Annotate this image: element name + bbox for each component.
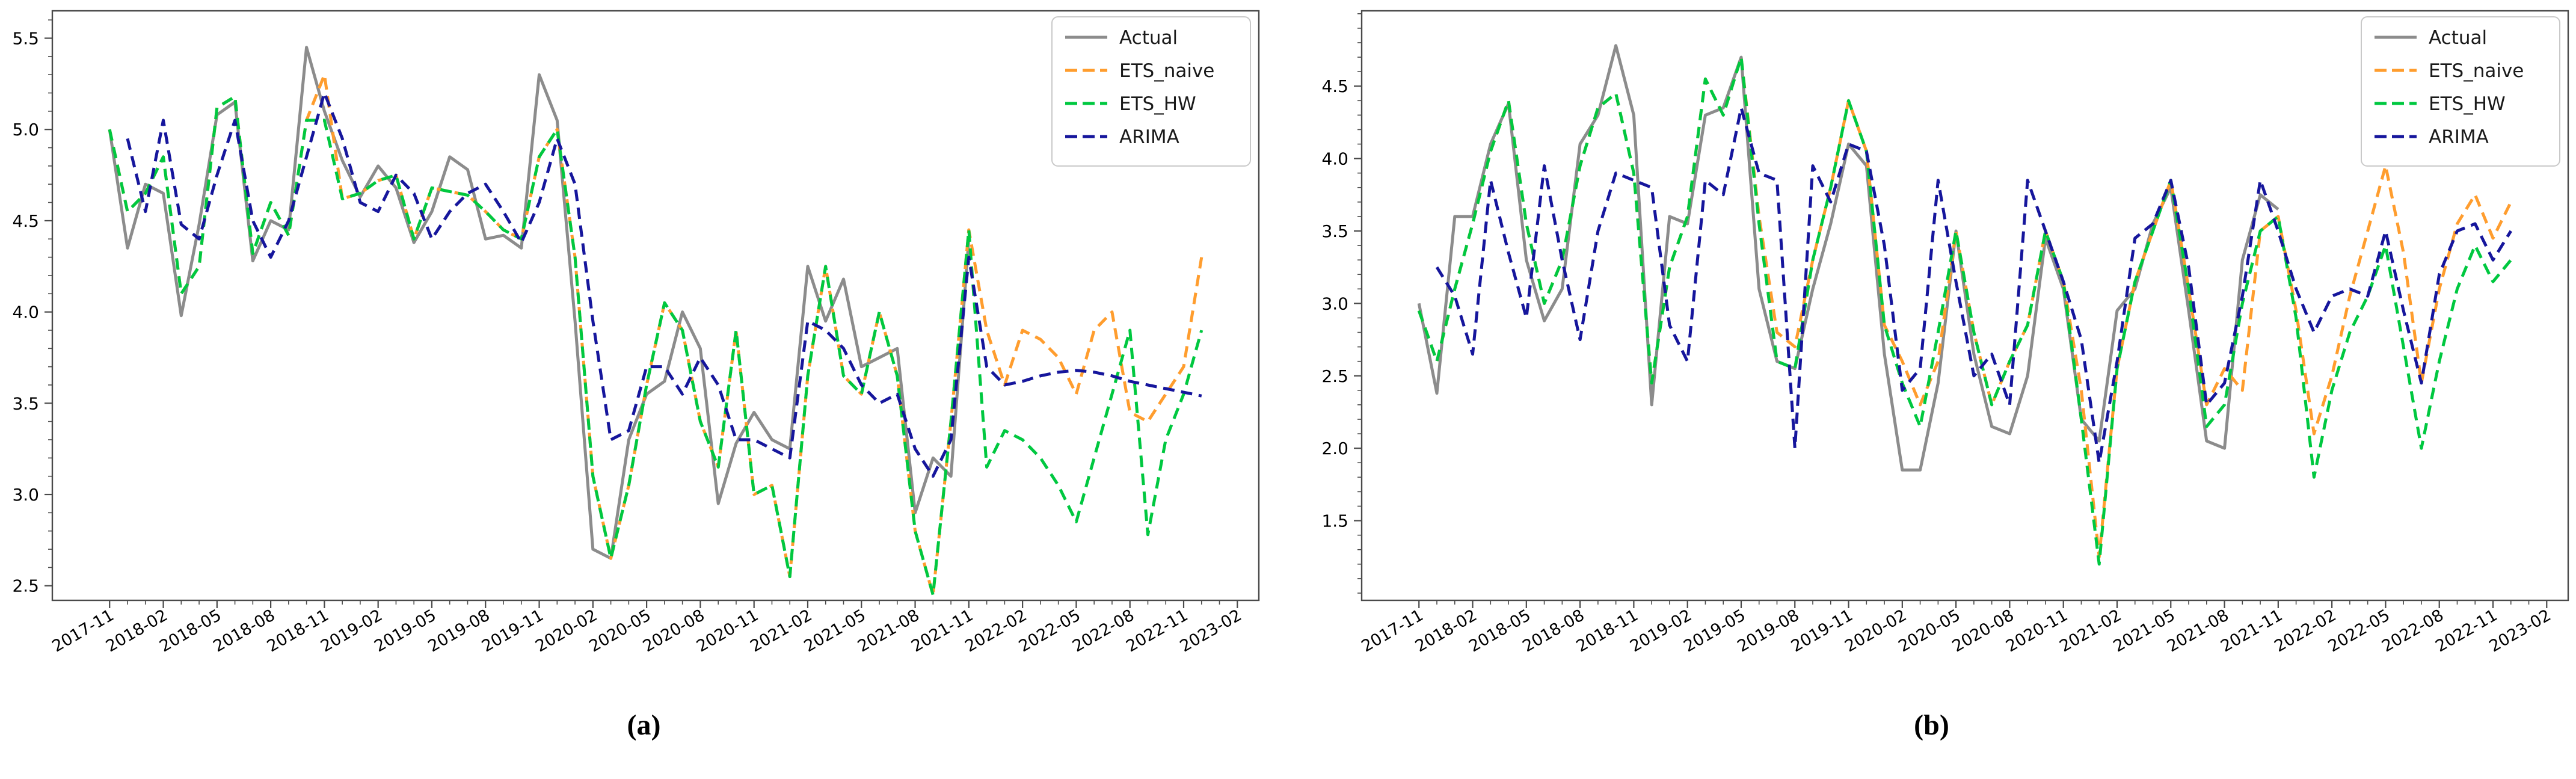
x-tick-label: 2021-05	[801, 606, 869, 656]
series-line-Actual	[1417, 44, 2279, 472]
legend: Actual ETS_naive ETS_HW ARIMA	[2361, 16, 2560, 167]
y-tick-label: 4.5	[12, 211, 39, 231]
series-line-ETS_HW	[108, 95, 1203, 597]
x-tick-label: 2018-11	[1573, 606, 1641, 656]
x-tick-label: 2020-05	[586, 606, 654, 656]
series-line-ARIMA	[1435, 106, 2512, 464]
y-tick-label: 2.0	[1321, 439, 1348, 458]
x-tick-label: 2022-11	[1123, 606, 1191, 656]
x-tick-label: 2018-11	[264, 606, 332, 656]
series-line-ARIMA	[126, 91, 1202, 478]
x-tick-label: 2023-02	[1177, 606, 1245, 656]
x-tick-label: 2019-08	[425, 606, 493, 656]
x-axis: 2017-112018-022018-052018-082018-112019-…	[1359, 600, 2554, 656]
x-tick-label: 2019-11	[479, 606, 547, 656]
x-tick-label: 2022-05	[1016, 606, 1084, 656]
line-chart-b: 2017-112018-022018-052018-082018-112019-…	[1321, 10, 2569, 656]
x-tick-label: 2020-11	[2003, 606, 2071, 656]
y-tick-label: 2.5	[1321, 366, 1348, 386]
x-tick-label: 2018-05	[1466, 606, 1534, 656]
x-tick-label: 2023-02	[2486, 606, 2554, 656]
series-ETS_naive	[1417, 55, 2513, 559]
x-tick-label: 2021-08	[855, 606, 923, 656]
series-ARIMA	[1435, 106, 2512, 464]
x-tick-label: 2020-11	[693, 606, 761, 656]
x-tick-label: 2019-11	[1788, 606, 1856, 656]
x-tick-label: 2022-11	[2432, 606, 2500, 656]
panel-b: 2017-11 2018-02 2018-05 2018-08 2018-11 2019-…	[1288, 0, 2575, 779]
y-tick-label: 4.5	[1321, 76, 1348, 96]
x-tick-label: 2020-05	[1895, 606, 1963, 656]
legend-label-ARIMA: ARIMA	[1119, 126, 1179, 148]
series-line-Actual	[108, 46, 971, 560]
legend-box	[1051, 16, 1251, 167]
legend-label-ETS_naive: ETS_naive	[2429, 60, 2524, 82]
series-line-ETS_naive	[108, 73, 1203, 597]
x-tick-label: 2021-11	[908, 606, 976, 656]
x-tick-label: 2020-02	[1842, 606, 1910, 656]
legend-label-ARIMA: ARIMA	[2429, 126, 2489, 148]
x-tick-label: 2022-08	[1069, 606, 1137, 656]
x-tick-label: 2022-02	[2271, 606, 2339, 656]
plot-border	[51, 10, 1260, 602]
legend-label-Actual: Actual	[2429, 27, 2487, 49]
x-tick-label: 2018-02	[1412, 606, 1480, 656]
x-tick-label: 2020-08	[640, 606, 708, 656]
y-tick-label: 4.0	[12, 303, 39, 322]
y-axis: 2.5 3.0 3.5 4.0 4.5 5.0 5.5	[12, 19, 52, 596]
x-tick-label: 2019-02	[1627, 606, 1695, 656]
x-tick-label: 2021-05	[2110, 606, 2178, 656]
x-tick-label: 2019-08	[1735, 606, 1803, 656]
x-tick-label: 2018-05	[156, 606, 224, 656]
x-tick-label: 2018-08	[210, 606, 278, 656]
x-tick-label: 2022-02	[962, 606, 1030, 656]
x-tick-label: 2022-08	[2379, 606, 2447, 656]
plot-border	[1360, 10, 2569, 602]
x-tick-label: 2019-05	[371, 606, 439, 656]
y-tick-label: 5.0	[12, 120, 39, 140]
series-ETS_naive	[108, 73, 1203, 597]
y-tick-label: 3.0	[12, 485, 39, 505]
x-tick-label: 2019-05	[1680, 606, 1748, 656]
legend-label-ETS_naive: ETS_naive	[1119, 60, 1214, 82]
series-Actual	[1417, 44, 2279, 472]
x-tick-label: 2021-11	[2218, 606, 2286, 656]
y-axis: 1.5 2.0 2.5 3.0 3.5 4.0 4.5	[1321, 13, 1362, 594]
series-ETS_HW	[1417, 55, 2512, 566]
x-tick-label: 2017-11	[49, 606, 117, 656]
x-tick-label: 2020-08	[1949, 606, 2017, 656]
legend-label-ETS_HW: ETS_HW	[2429, 93, 2506, 115]
x-axis: 2017-112018-022018-052018-082018-112019-…	[49, 600, 1245, 656]
x-tick-label: 2021-02	[2056, 606, 2124, 656]
y-tick-label: 3.0	[1321, 294, 1348, 313]
y-tick-label: 2.5	[12, 576, 39, 596]
series-ARIMA	[126, 91, 1202, 478]
x-tick-label: 2018-02	[103, 606, 171, 656]
series-ETS_HW	[108, 95, 1203, 597]
y-tick-label: 4.0	[1321, 149, 1348, 169]
x-tick-label: 2018-08	[1519, 606, 1587, 656]
x-tick-label: 2020-02	[532, 606, 600, 656]
x-tick-label: 2017-11	[1359, 606, 1427, 656]
y-tick-label: 3.5	[1321, 221, 1348, 241]
legend-label-ETS_HW: ETS_HW	[1119, 93, 1196, 115]
x-tick-label: 2022-05	[2325, 606, 2393, 656]
legend-label-Actual: Actual	[1119, 27, 1178, 49]
panel-a: 2017-11 2018-02 2018-05 2018-08 2018-11 2019-…	[12, 10, 1260, 741]
y-tick-label: 5.5	[12, 29, 39, 49]
x-tick-label: 2021-08	[2164, 606, 2232, 656]
caption-b: (b)	[1914, 709, 1949, 741]
line-chart-a: 2017-112018-022018-052018-082018-112019-…	[12, 10, 1260, 656]
x-tick-label: 2019-02	[318, 606, 386, 656]
legend: Actual ETS_naive ETS_HW ARIMA	[1051, 16, 1251, 167]
series-Actual	[108, 46, 971, 560]
x-tick-label: 2021-02	[747, 606, 815, 656]
series-line-ETS_HW	[1417, 55, 2512, 566]
caption-a: (a)	[627, 709, 661, 741]
y-tick-label: 1.5	[1321, 511, 1348, 531]
legend-box	[2361, 16, 2560, 167]
y-tick-label: 3.5	[12, 393, 39, 413]
series-line-ETS_naive	[1417, 55, 2513, 559]
